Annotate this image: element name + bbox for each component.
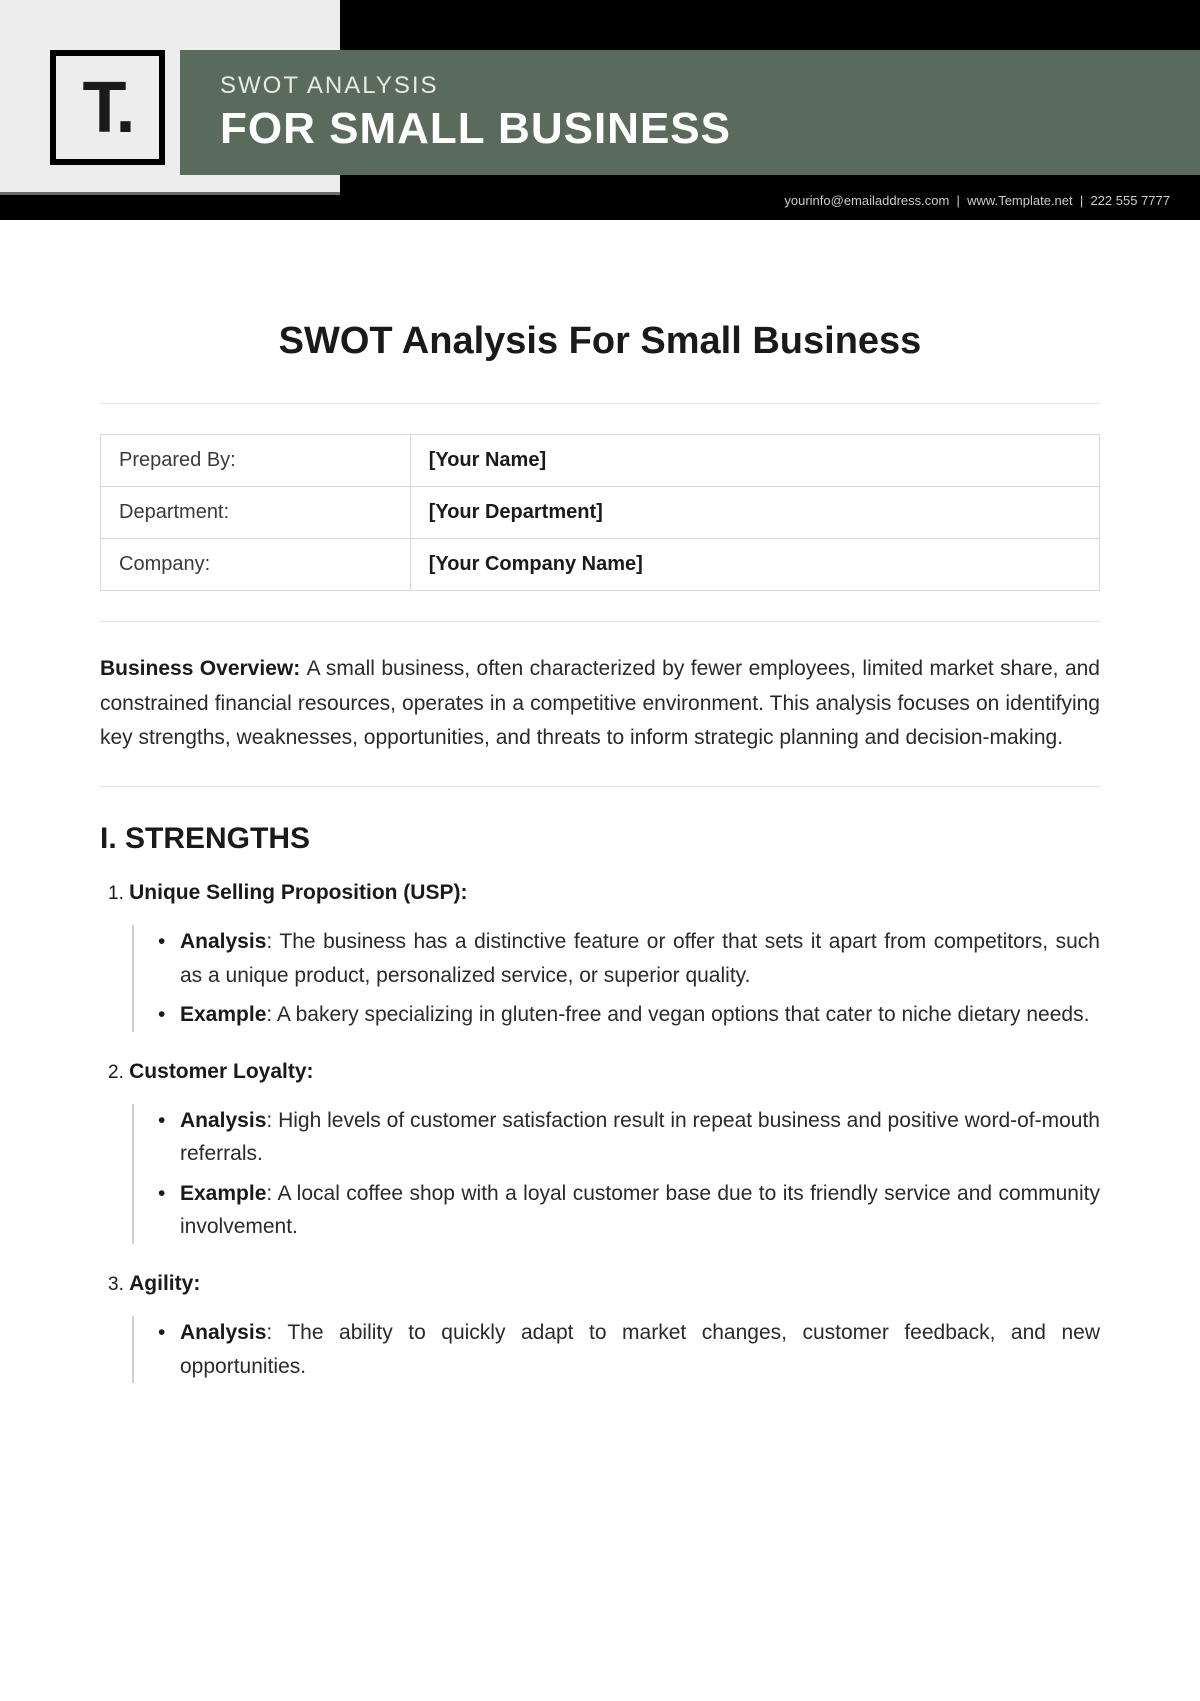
strength-title: Agility:: [129, 1272, 200, 1295]
strength-details: Analysis: The ability to quickly adapt t…: [132, 1316, 1100, 1383]
info-value: [Your Department]: [410, 487, 1099, 539]
header-underline: [0, 192, 340, 195]
analysis-bullet: Analysis: The ability to quickly adapt t…: [158, 1316, 1100, 1383]
strength-details: Analysis: The business has a distinctive…: [132, 925, 1100, 1032]
contact-email: yourinfo@emailaddress.com: [784, 193, 949, 208]
list-item: Unique Selling Proposition (USP): Analys…: [108, 881, 1100, 1032]
header-eyebrow: SWOT ANALYSIS: [220, 72, 1200, 100]
section-heading-strengths: I. STRENGTHS: [100, 822, 1100, 856]
divider: [100, 403, 1100, 404]
table-row: Department: [Your Department]: [101, 487, 1100, 539]
contact-phone: 222 555 7777: [1090, 193, 1170, 208]
example-bullet: Example: A local coffee shop with a loya…: [158, 1177, 1100, 1244]
table-row: Prepared By: [Your Name]: [101, 435, 1100, 487]
strength-title: Customer Loyalty:: [129, 1060, 313, 1083]
example-bullet: Example: A bakery specializing in gluten…: [158, 998, 1100, 1032]
strengths-list: Unique Selling Proposition (USP): Analys…: [100, 881, 1100, 1383]
info-label: Department:: [101, 487, 411, 539]
strength-title: Unique Selling Proposition (USP):: [129, 881, 467, 904]
divider: [100, 786, 1100, 787]
logo-text: T.: [82, 67, 132, 149]
info-label: Prepared By:: [101, 435, 411, 487]
header-contact-line: yourinfo@emailaddress.com | www.Template…: [784, 193, 1170, 208]
info-value: [Your Name]: [410, 435, 1099, 487]
analysis-bullet: Analysis: The business has a distinctive…: [158, 925, 1100, 992]
strength-details: Analysis: High levels of customer satisf…: [132, 1104, 1100, 1244]
info-table: Prepared By: [Your Name] Department: [Yo…: [100, 434, 1100, 591]
overview-lead: Business Overview:: [100, 657, 307, 680]
list-item: Customer Loyalty: Analysis: High levels …: [108, 1060, 1100, 1244]
table-row: Company: [Your Company Name]: [101, 539, 1100, 591]
logo-box: T.: [50, 50, 165, 165]
contact-site: www.Template.net: [967, 193, 1073, 208]
header-title: FOR SMALL BUSINESS: [220, 104, 1200, 154]
business-overview: Business Overview: A small business, oft…: [100, 652, 1100, 756]
analysis-bullet: Analysis: High levels of customer satisf…: [158, 1104, 1100, 1171]
document-content: SWOT Analysis For Small Business Prepare…: [0, 220, 1200, 1451]
divider: [100, 621, 1100, 622]
page-title: SWOT Analysis For Small Business: [100, 320, 1100, 363]
list-item: Agility: Analysis: The ability to quickl…: [108, 1272, 1100, 1383]
info-label: Company:: [101, 539, 411, 591]
info-value: [Your Company Name]: [410, 539, 1099, 591]
header-banner: T. SWOT ANALYSIS FOR SMALL BUSINESS your…: [0, 0, 1200, 220]
header-title-block: SWOT ANALYSIS FOR SMALL BUSINESS: [180, 50, 1200, 175]
